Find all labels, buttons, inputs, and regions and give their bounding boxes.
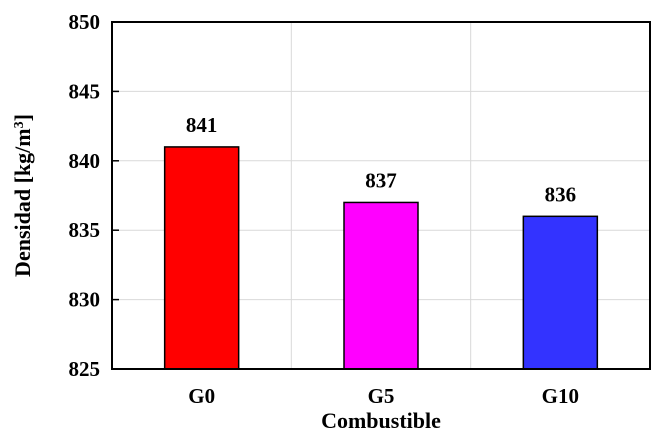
data-label-g0: 841 bbox=[186, 113, 218, 137]
plot-area-frame bbox=[111, 21, 651, 370]
y-axis-title-superscript: 3 bbox=[12, 121, 27, 128]
y-tick-label: 830 bbox=[69, 288, 101, 312]
y-axis-title: Densidad [kg/m3] bbox=[10, 114, 35, 277]
x-axis-title: Combustible bbox=[321, 408, 441, 433]
data-label-g10: 836 bbox=[545, 182, 577, 206]
y-tick-label: 840 bbox=[69, 149, 101, 173]
y-tick-label: 850 bbox=[69, 10, 101, 34]
bar-g5 bbox=[343, 201, 419, 370]
bar-g0 bbox=[163, 146, 240, 370]
data-label-g5: 837 bbox=[365, 168, 397, 192]
y-axis-ticks: 825 830 835 840 845 850 bbox=[69, 10, 119, 381]
data-labels-group: 841 837 836 bbox=[186, 113, 576, 206]
y-tick-label: 825 bbox=[69, 357, 101, 381]
x-axis-ticks: G0 G5 G10 bbox=[188, 384, 579, 408]
y-axis-title-close: ] bbox=[10, 114, 35, 121]
bars-group bbox=[163, 146, 599, 370]
x-tick-label-g5: G5 bbox=[368, 384, 395, 408]
y-axis-title-text: Densidad [kg/m bbox=[10, 128, 35, 277]
x-tick-label-g0: G0 bbox=[188, 384, 215, 408]
y-tick-label: 835 bbox=[69, 218, 101, 242]
y-tick-label: 845 bbox=[69, 79, 101, 103]
bar-g10 bbox=[522, 215, 599, 370]
x-tick-label-g10: G10 bbox=[542, 384, 579, 408]
